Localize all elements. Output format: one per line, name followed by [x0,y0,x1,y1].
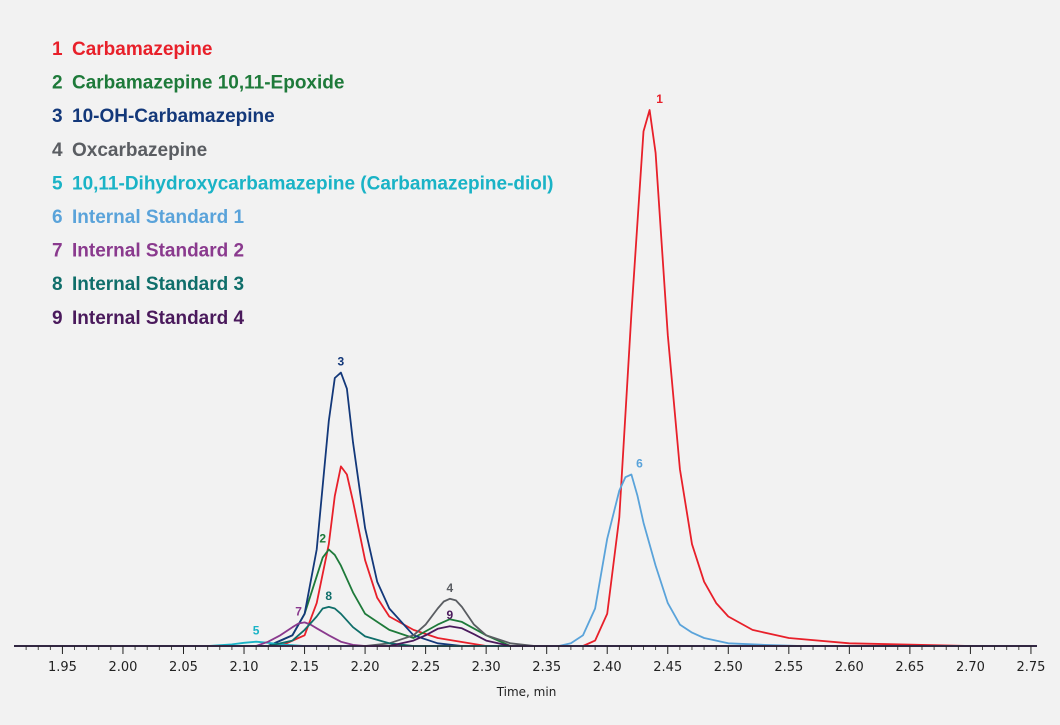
legend-label-9: Internal Standard 4 [72,308,245,329]
legend-number-1: 1 [52,39,63,60]
x-tick-label: 2.05 [169,660,198,675]
x-tick-label: 1.95 [48,660,77,675]
trace-9 [14,625,1037,647]
x-axis-title: Time, min [496,685,557,699]
x-tick-label: 2.70 [956,660,985,675]
x-tick-label: 2.75 [1016,660,1045,675]
legend: 1 Carbamazepine 2 Carbamazepine 10,11-Epoxi… [52,39,554,329]
trace-1 [14,109,1037,647]
legend-label-2: Carbamazepine 10,11-Epoxide [72,73,344,94]
x-tick-label: 2.55 [774,660,803,675]
x-tick-label: 2.40 [593,660,622,675]
peak-label-8: 8 [325,589,332,603]
legend-number-5: 5 [52,173,63,194]
peak-label-1: 1 [656,92,663,106]
peak-label-3: 3 [338,355,345,369]
x-tick-label: 2.65 [895,660,924,675]
legend-label-7: Internal Standard 2 [72,241,244,262]
trace-3 [14,371,1037,647]
legend-label-8: Internal Standard 3 [72,274,244,295]
legend-number-7: 7 [52,241,63,262]
legend-number-6: 6 [52,207,63,228]
peak-labels: 1 2 3 4 5 6 7 8 9 [253,92,663,638]
x-tick-label: 2.45 [653,660,682,675]
peak-label-2: 2 [319,532,326,546]
legend-label-1: Carbamazepine [72,39,212,60]
legend-label-5: 10,11-Dihydroxycarbamazepine (Carbamazep… [72,173,554,194]
x-tick-label: 2.10 [230,660,259,675]
x-tick-label: 2.15 [290,660,319,675]
chromatogram-traces [14,109,1037,647]
legend-label-4: Oxcarbazepine [72,140,207,161]
peak-label-4: 4 [446,581,453,595]
peak-label-5: 5 [253,624,260,638]
trace-8 [14,606,1037,647]
legend-number-2: 2 [52,73,63,94]
x-tick-label: 2.50 [714,660,743,675]
trace-6 [14,473,1037,647]
peak-label-7: 7 [295,604,302,618]
trace-7 [14,621,1037,647]
legend-number-9: 9 [52,308,63,329]
x-tick-label: 2.00 [108,660,137,675]
legend-label-6: Internal Standard 1 [72,207,245,228]
legend-label-3: 10-OH-Carbamazepine [72,106,275,127]
x-tick-label: 2.20 [351,660,380,675]
x-axis-ticks: 1.95 2.00 2.05 2.10 2.15 2.20 2.25 2.30 2.35 2.40… [25,646,1045,675]
x-tick-label: 2.60 [835,660,864,675]
legend-number-3: 3 [52,106,63,127]
legend-number-8: 8 [52,274,63,295]
x-tick-label: 2.35 [532,660,561,675]
trace-4 [14,597,1037,647]
legend-number-4: 4 [52,140,63,161]
x-tick-label: 2.25 [411,660,440,675]
trace-2 [14,548,1037,647]
peak-label-6: 6 [636,456,643,470]
x-tick-label: 2.30 [472,660,501,675]
peak-label-9: 9 [446,608,453,622]
